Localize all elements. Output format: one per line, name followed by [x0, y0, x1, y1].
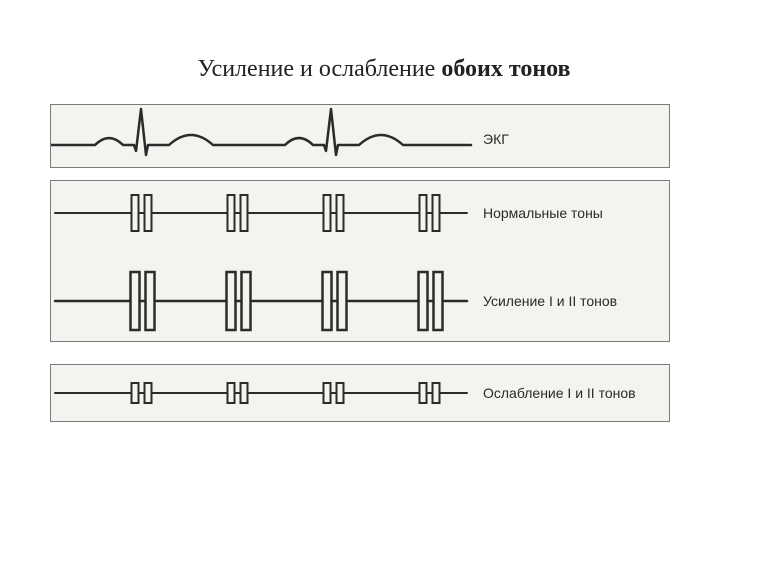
phono-label: Усиление I и II тонов	[483, 293, 617, 309]
title-bold: обоих тонов	[441, 56, 570, 82]
page-title: Усиление и ослабление обоих тонов	[0, 56, 768, 83]
page-root: Усиление и ослабление обоих тонов ЭКГ Но…	[0, 0, 768, 576]
title-plain: Усиление и ослабление	[197, 56, 441, 82]
panel-weakened: Ослабление I и II тонов	[50, 364, 670, 422]
phono-label: Нормальные тоны	[483, 205, 603, 221]
panel-ecg: ЭКГ	[50, 104, 670, 168]
label-ecg: ЭКГ	[483, 131, 509, 147]
panel-heart-sounds: Нормальные тоны Усиление I и II тонов	[50, 180, 670, 342]
phono-label: Ослабление I и II тонов	[483, 385, 636, 401]
ecg-trace	[51, 105, 671, 169]
